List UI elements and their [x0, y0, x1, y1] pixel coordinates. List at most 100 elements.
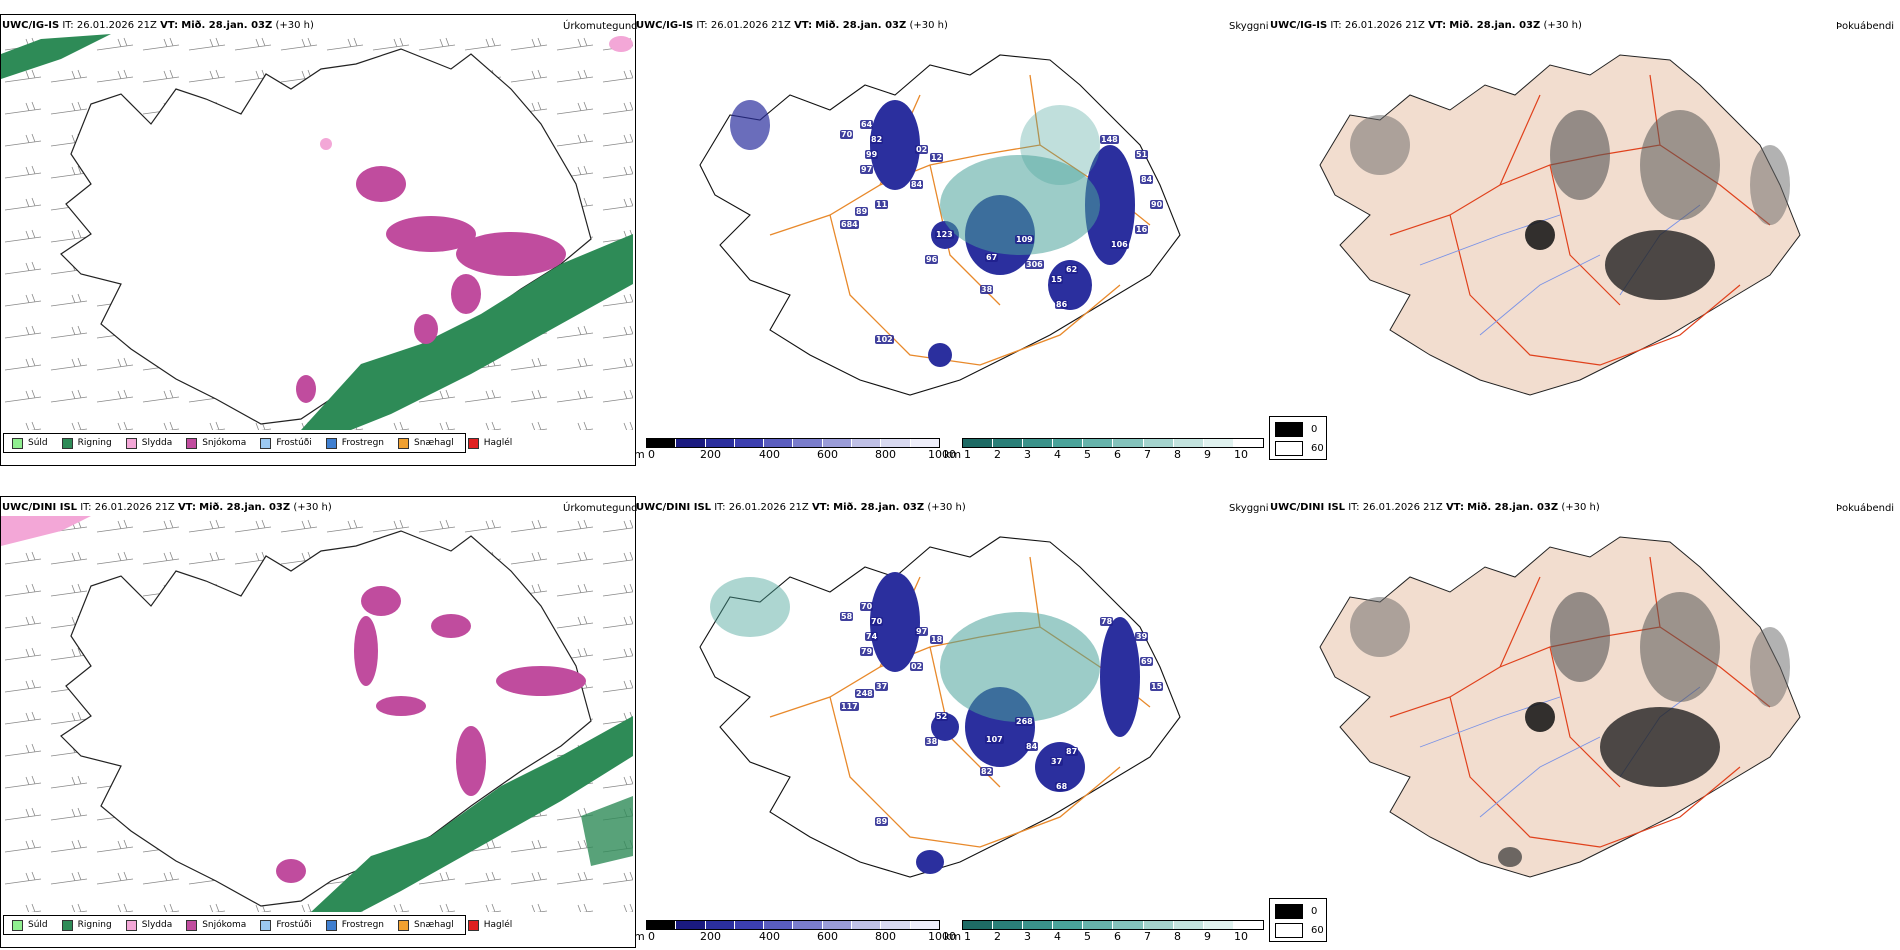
- legend-swatch: [125, 437, 137, 449]
- fog-area: [1498, 847, 1522, 867]
- snow-area: [386, 216, 476, 252]
- cloud-base-marker: 02: [915, 145, 929, 154]
- low-vis-area: [710, 577, 790, 637]
- legend-swatch: [260, 919, 272, 931]
- legend-swatch: [398, 437, 410, 449]
- snow-area: [356, 166, 406, 202]
- cloud-base-marker: 99: [865, 150, 879, 159]
- fog-area: [1525, 220, 1555, 250]
- cloud-base-marker: 306: [1025, 260, 1044, 269]
- cloud-base-marker: 58: [840, 612, 854, 621]
- legend-swatch: [325, 437, 337, 449]
- cloud-base-marker: 79: [860, 647, 874, 656]
- cloud-base-marker: 37: [875, 682, 889, 691]
- sleet-area: [609, 36, 633, 52]
- cloud-base-marker: 87: [1065, 747, 1079, 756]
- cloud-base-marker: 86: [1055, 300, 1069, 309]
- cloud-map-ig-is: [699, 54, 1181, 396]
- snow-area: [451, 274, 481, 314]
- cloud-base-colorbar: [646, 438, 940, 448]
- cloud-base-markers-ig-is: 64 70 82 99 97 02 12 84 11 89 684 123 96 67 109 306 62 15…: [680, 35, 1240, 425]
- fog-area: [1640, 592, 1720, 702]
- low-vis-area: [940, 612, 1100, 722]
- snow-area: [414, 314, 438, 344]
- cloud-base-marker: 18: [930, 635, 944, 644]
- precip-legend-dini-isl: Súld Rigning Slydda Snjókoma Frostúði Fr…: [3, 915, 512, 935]
- legend-swatch: [325, 919, 337, 931]
- snow-area: [456, 726, 486, 796]
- fog-key-dini-isl: 0 60: [1269, 898, 1327, 942]
- legend-swatch: [61, 919, 73, 931]
- snow-area: [296, 375, 316, 403]
- cloud-field-label: Skyggni: [1229, 21, 1269, 32]
- cloud-base-marker: 64: [860, 120, 874, 129]
- low-cloud-area: [870, 100, 920, 190]
- precip-map-dini-isl: [1, 516, 633, 912]
- cloud-base-marker: 11: [875, 200, 889, 209]
- snow-area: [456, 232, 566, 276]
- fog-area: [1750, 145, 1790, 225]
- low-cloud-area: [1048, 260, 1092, 310]
- cloud-base-marker: 117: [840, 702, 859, 711]
- cloud-base-marker: 39: [1135, 632, 1149, 641]
- fog-map-ig-is: [1319, 54, 1801, 396]
- cloud-base-marker: 70: [870, 617, 884, 626]
- cloud-base-marker: 68: [1055, 782, 1069, 791]
- cloud-base-marker: 89: [875, 817, 889, 826]
- visibility-ticks: km 1 2 3 4 5 6 7 8 9 10: [944, 930, 1248, 943]
- snow-area: [431, 614, 471, 638]
- cloud-base-marker: 38: [925, 737, 939, 746]
- cloud-base-marker: 12: [930, 153, 944, 162]
- cloud-base-marker: 37: [1050, 757, 1064, 766]
- cloud-base-marker: 67: [985, 253, 999, 262]
- low-vis-area: [940, 155, 1100, 255]
- visibility-colorbar: [962, 920, 1264, 930]
- low-cloud-area: [1085, 145, 1135, 265]
- cloud-base-marker: 82: [980, 767, 994, 776]
- precip-field-label: Úrkomutegund: [563, 21, 638, 32]
- sleet-area: [320, 138, 332, 150]
- cloud-base-marker: 78: [1100, 617, 1114, 626]
- precip-legend-ig-is: Súld Rigning Slydda Snjókoma Frostúði Fr…: [3, 433, 512, 453]
- cloud-base-marker: 109: [1015, 235, 1034, 244]
- cloud-base-marker: 62: [1065, 265, 1079, 274]
- cloud-title-ig-is: UWC/IG-IS IT: 26.01.2026 21Z VT: Mið. 28…: [636, 20, 948, 31]
- cloud-base-marker: 52: [935, 712, 949, 721]
- legend-swatch: [186, 919, 198, 931]
- cloud-base-markers-dini-isl: 70 58 70 74 79 97 18 02 37 248 117 52 38 107 268 84 87 37…: [680, 517, 1240, 907]
- precip-map-ig-is: [1, 34, 633, 430]
- cloud-base-marker: 84: [910, 180, 924, 189]
- cloud-base-marker: 248: [855, 689, 874, 698]
- cloud-base-marker: 15: [1150, 682, 1164, 691]
- fog-area: [1600, 707, 1720, 787]
- fog-area: [1350, 597, 1410, 657]
- precip-title-dini-isl: UWC/DINI ISL IT: 26.01.2026 21Z VT: Mið.…: [2, 502, 332, 513]
- cloud-base-marker: 106: [1110, 240, 1129, 249]
- fog-field-label: Þokuábendi: [1836, 503, 1895, 514]
- legend-swatch: [467, 437, 479, 449]
- fog-area: [1350, 115, 1410, 175]
- cloud-base-marker: 84: [1140, 175, 1154, 184]
- snow-area: [376, 696, 426, 716]
- fog-title-dini-isl: UWC/DINI ISL IT: 26.01.2026 21Z VT: Mið.…: [1270, 502, 1600, 513]
- iceland-land: [1319, 54, 1801, 396]
- legend-swatch: [12, 919, 23, 931]
- fog-area: [1750, 627, 1790, 707]
- low-cloud-area: [730, 100, 770, 150]
- fog-key-ig-is: 0 60: [1269, 416, 1327, 460]
- cloud-base-marker: 70: [840, 130, 854, 139]
- precip-title-ig-is: UWC/IG-IS IT: 26.01.2026 21Z VT: Mið. 28…: [2, 20, 314, 31]
- cloud-base-marker: 96: [925, 255, 939, 264]
- cloud-map-dini-isl: [699, 536, 1181, 878]
- fog-area: [1525, 702, 1555, 732]
- cloud-base-marker: 89: [855, 207, 869, 216]
- cloud-base-marker: 268: [1015, 717, 1034, 726]
- precip-panel-dini-isl: [0, 496, 636, 948]
- precip-field-label: Úrkomutegund: [563, 503, 638, 514]
- fog-area: [1605, 230, 1715, 300]
- cloud-base-marker: 74: [865, 632, 879, 641]
- rain-band-nw: [1, 34, 111, 79]
- sleet-band: [1, 516, 91, 546]
- legend-swatch: [467, 919, 479, 931]
- cloud-base-marker: 84: [1025, 742, 1039, 751]
